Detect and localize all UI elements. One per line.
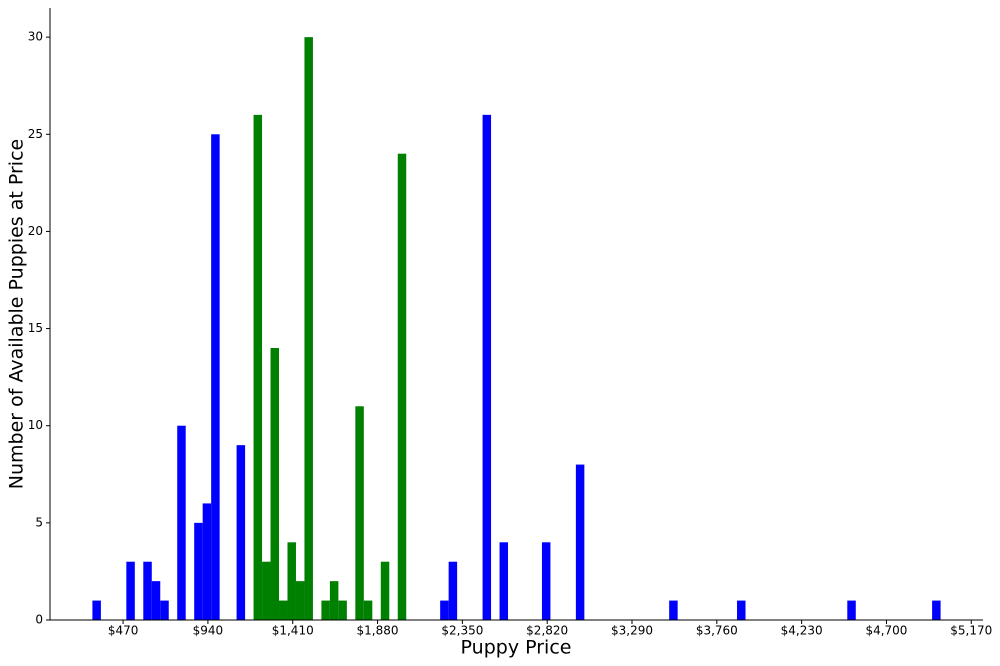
- y-tick-label: 25: [28, 127, 43, 141]
- x-tick-label: $4,230: [781, 624, 823, 638]
- bar: [575, 464, 585, 620]
- bar: [202, 503, 212, 620]
- bar: [847, 600, 856, 620]
- x-tick-label: $470: [108, 624, 139, 638]
- bar: [279, 600, 288, 620]
- x-axis-label: Puppy Price: [461, 637, 572, 659]
- bar: [482, 114, 492, 620]
- bar: [355, 406, 364, 620]
- bar: [321, 600, 330, 620]
- bar: [737, 600, 746, 620]
- x-tick-label: $2,350: [441, 624, 483, 638]
- bar: [440, 600, 449, 620]
- bar: [541, 542, 551, 620]
- bar: [194, 522, 203, 620]
- x-tick-label: $2,820: [526, 624, 568, 638]
- bar: [287, 542, 296, 620]
- y-tick-label: 5: [35, 515, 43, 529]
- y-tick-label: 10: [28, 418, 43, 432]
- bar: [236, 445, 246, 620]
- bar: [329, 581, 339, 620]
- bar: [253, 114, 263, 620]
- bar: [126, 561, 135, 620]
- bar: [397, 153, 407, 620]
- bar: [262, 561, 271, 620]
- x-tick-label: $1,880: [357, 624, 399, 638]
- y-axis-label: Number of Available Puppies at Price: [6, 139, 28, 489]
- y-tick-label: 0: [35, 613, 43, 627]
- x-tick-label: $1,410: [272, 624, 314, 638]
- bar: [448, 561, 458, 620]
- x-tick-label: $3,760: [696, 624, 738, 638]
- bar: [295, 581, 305, 620]
- bar: [380, 561, 390, 620]
- x-tick-label: $940: [193, 624, 224, 638]
- bar: [338, 600, 347, 620]
- bar: [669, 600, 678, 620]
- y-tick-label: 30: [28, 30, 43, 44]
- bar: [211, 134, 220, 621]
- x-tick-label: $4,700: [865, 624, 907, 638]
- bar: [499, 542, 509, 620]
- x-tick-label: $3,290: [611, 624, 653, 638]
- bar: [92, 600, 101, 620]
- bar: [143, 561, 152, 620]
- bar: [151, 581, 161, 620]
- bar: [363, 600, 373, 620]
- bar: [160, 600, 169, 620]
- bar: [932, 600, 941, 620]
- y-tick-label: 20: [28, 224, 43, 238]
- bar: [270, 348, 280, 620]
- y-tick-label: 15: [28, 321, 43, 335]
- bar: [177, 425, 186, 620]
- bar: [304, 37, 313, 620]
- x-tick-label: $5,170: [950, 624, 992, 638]
